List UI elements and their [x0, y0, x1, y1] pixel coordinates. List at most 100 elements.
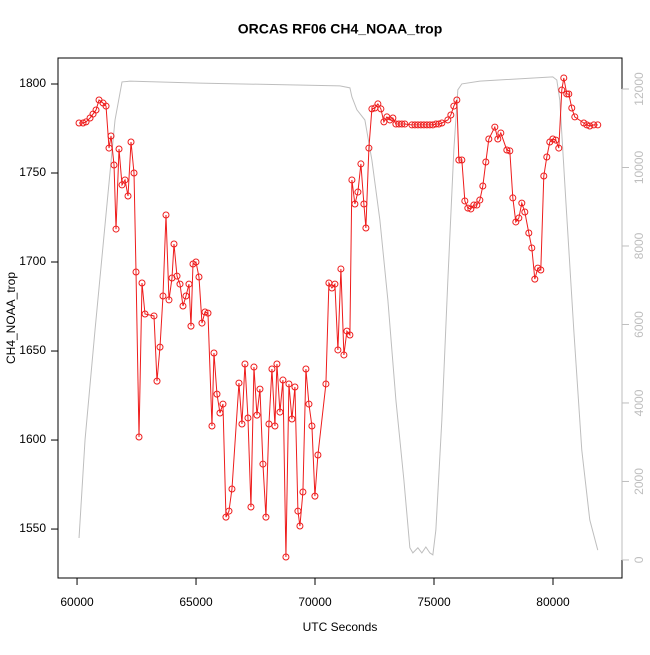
data-point [503, 146, 511, 154]
data-point [253, 411, 261, 419]
data-point [285, 380, 293, 388]
data-point [244, 414, 252, 422]
x-tick-label: 70000 [298, 595, 332, 609]
y-axis-label: CH4_NOAA_trop [4, 272, 18, 364]
data-point [210, 349, 218, 357]
data-point [150, 312, 158, 320]
data-point [322, 380, 330, 388]
data-point [334, 346, 342, 354]
data-point [79, 119, 87, 127]
data-point [291, 383, 299, 391]
data-point [515, 214, 523, 222]
data-point [294, 507, 302, 515]
data-point [357, 160, 365, 168]
data-point [563, 90, 571, 98]
data-point [435, 120, 443, 128]
data-point [525, 229, 533, 237]
data-point [159, 292, 167, 300]
y2-tick-label: 10000 [632, 150, 646, 184]
data-point [398, 120, 406, 128]
data-point [187, 322, 195, 330]
data-point [92, 106, 100, 114]
data-point [299, 488, 307, 496]
data-point [568, 104, 576, 112]
data-point [204, 309, 212, 317]
y-tick-label: 1650 [19, 343, 46, 357]
data-point [135, 433, 143, 441]
x-tick-label: 60000 [60, 595, 94, 609]
data-point [549, 135, 557, 143]
data-point [455, 156, 463, 164]
data-point [360, 200, 368, 208]
data-point [401, 120, 409, 128]
data-point [219, 400, 227, 408]
y2-tick-label: 8000 [632, 232, 646, 259]
data-point [208, 422, 216, 430]
y2-tick-label: 6000 [632, 311, 646, 338]
y-tick-label: 1800 [19, 76, 46, 90]
data-point [273, 360, 281, 368]
data-point [365, 144, 373, 152]
data-point [268, 365, 276, 373]
data-point [262, 513, 270, 521]
data-point [497, 129, 505, 137]
data-point [521, 208, 529, 216]
data-point [153, 377, 161, 385]
data-point [110, 161, 118, 169]
data-point [201, 308, 209, 316]
x-axis-label: UTC Seconds [303, 620, 378, 634]
data-point [558, 86, 566, 94]
series-line [78, 76, 599, 556]
data-point [276, 408, 284, 416]
data-point [176, 280, 184, 288]
data-point [540, 172, 548, 180]
data-point [453, 96, 461, 104]
data-point [75, 119, 83, 127]
data-point [552, 136, 560, 144]
data-point [132, 268, 140, 276]
data-point [173, 272, 181, 280]
data-point [374, 100, 382, 108]
data-point [179, 302, 187, 310]
y-tick-label: 1600 [19, 432, 46, 446]
data-point [213, 390, 221, 398]
data-point [346, 331, 354, 339]
data-point [314, 451, 322, 459]
data-point [368, 105, 376, 113]
data-point [308, 422, 316, 430]
data-point [156, 343, 164, 351]
data-point [518, 199, 526, 207]
data-point [348, 176, 356, 184]
data-point [351, 200, 359, 208]
x-tick-label: 80000 [536, 595, 570, 609]
data-point [271, 422, 279, 430]
data-point [380, 118, 388, 126]
data-point [560, 74, 568, 82]
data-point [170, 240, 178, 248]
data-point [479, 182, 487, 190]
data-point [473, 201, 481, 209]
x-tick-label: 65000 [179, 595, 213, 609]
data-point [438, 119, 446, 127]
data-point [235, 379, 243, 387]
data-point [506, 147, 514, 155]
data-point [331, 280, 339, 288]
data-point [537, 266, 545, 274]
data-point [594, 121, 602, 129]
data-point [279, 376, 287, 384]
data-point [225, 507, 233, 515]
data-point [192, 258, 200, 266]
data-point [590, 121, 598, 129]
data-point [102, 102, 110, 110]
data-point [447, 111, 455, 119]
y2-tick-label: 4000 [632, 389, 646, 416]
data-point [296, 522, 304, 530]
data-point [112, 225, 120, 233]
data-point [138, 279, 146, 287]
x-tick-label: 75000 [417, 595, 451, 609]
data-point [107, 132, 115, 140]
data-point [450, 102, 458, 110]
data-point [389, 114, 397, 122]
data-point [302, 365, 310, 373]
